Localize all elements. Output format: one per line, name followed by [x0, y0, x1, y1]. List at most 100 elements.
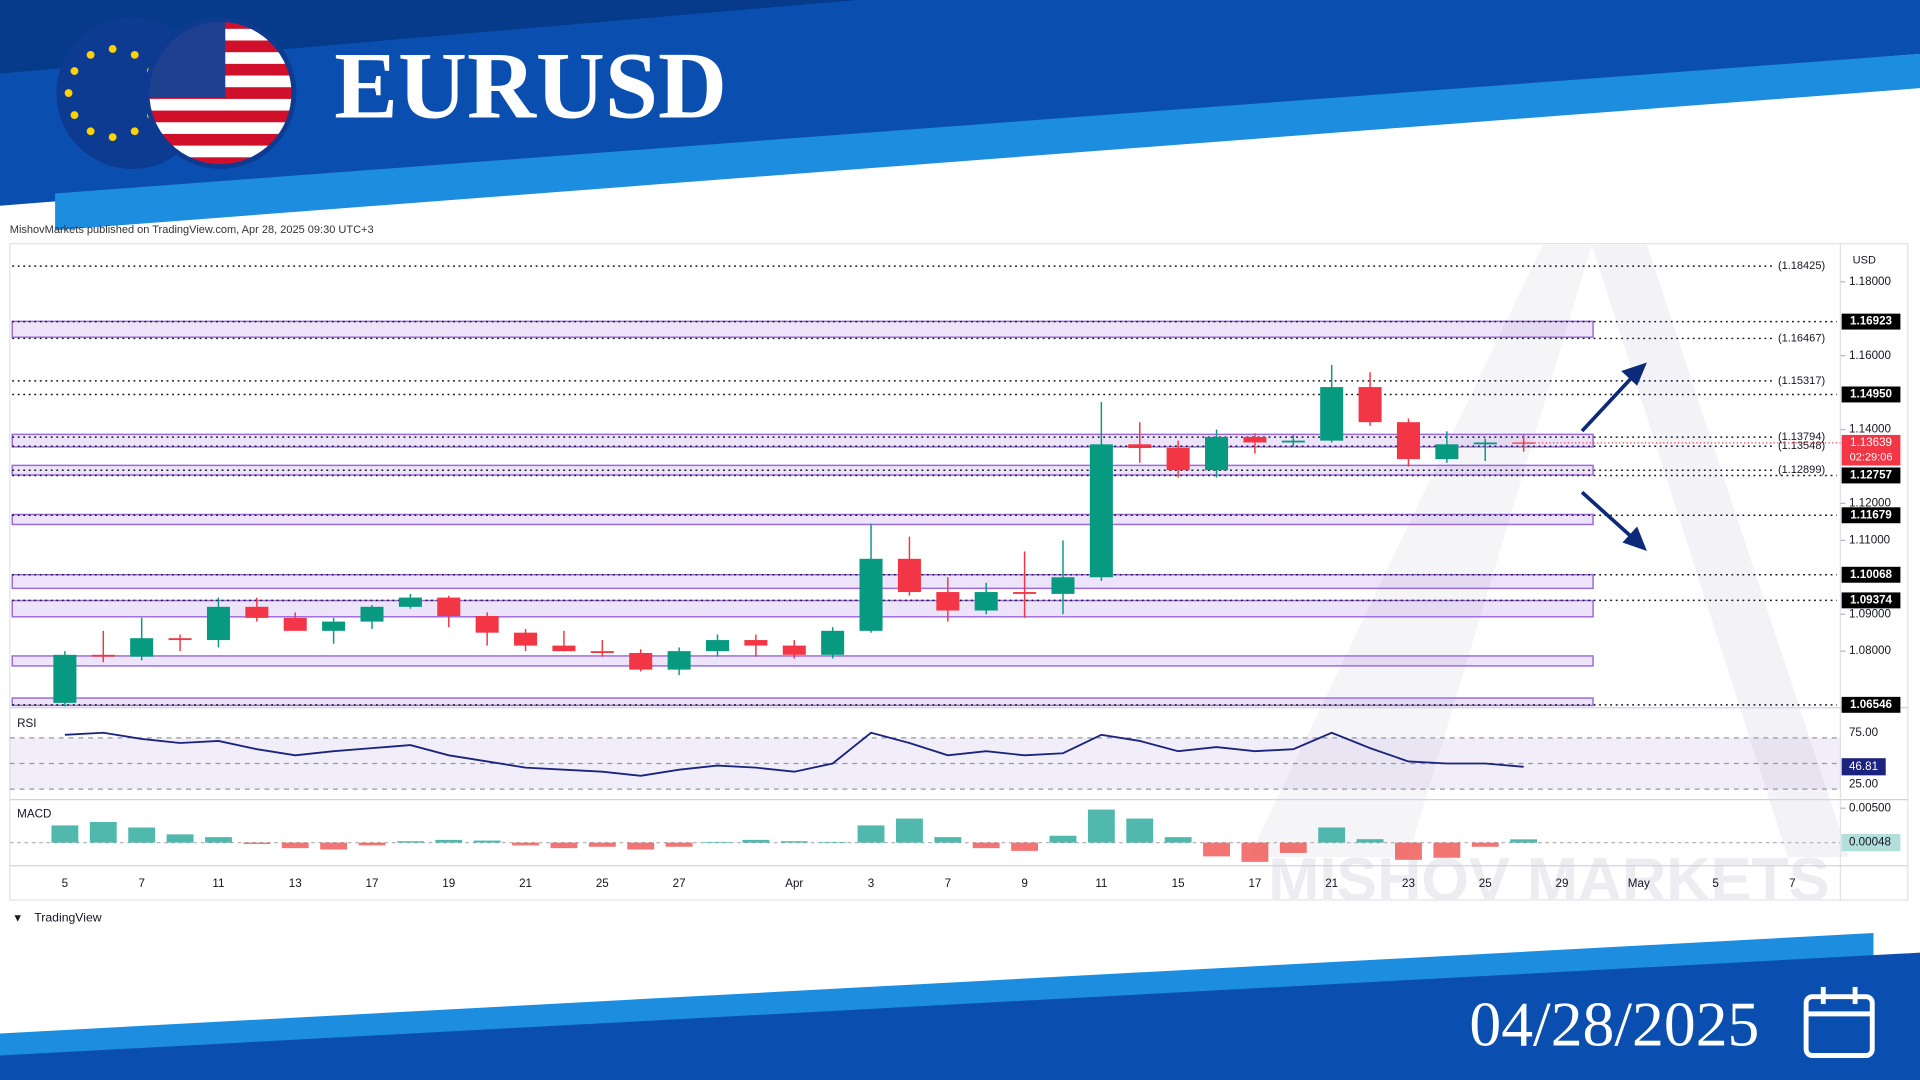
macd-bar: [895, 818, 923, 843]
eu-star: [108, 133, 117, 142]
candle-body: [1435, 444, 1459, 460]
candle-body: [782, 645, 806, 655]
candle-body: [1473, 442, 1497, 445]
y-tick-label: 1.11000: [1849, 533, 1891, 546]
candle-body: [475, 616, 499, 633]
x-tick-label: 5: [62, 877, 68, 890]
level-label-box: [1841, 313, 1901, 330]
arrow-up: [1580, 362, 1647, 433]
level-label-box: [1841, 467, 1901, 484]
candle-body: [283, 617, 307, 631]
x-tick-label: 25: [596, 877, 609, 890]
macd-bar: [1471, 842, 1499, 847]
candle-body: [1396, 422, 1420, 460]
zone: [11, 573, 1594, 590]
candle-body: [245, 606, 269, 618]
top-banner: [0, 0, 1920, 206]
last-price-label: 1.13639: [1850, 436, 1892, 449]
macd-bar: [1049, 835, 1077, 843]
macd-bar: [1318, 827, 1346, 843]
candle-body: [859, 558, 883, 631]
macd-bar: [243, 842, 271, 845]
macd-bar: [819, 841, 847, 843]
candle-body: [437, 597, 461, 617]
macd-bar: [166, 834, 194, 843]
x-tick-label: 21: [1325, 877, 1338, 890]
x-tick-label: 23: [1402, 877, 1415, 890]
candle-body: [1243, 436, 1267, 443]
eu-star: [130, 127, 139, 136]
x-tick-label: 11: [212, 877, 224, 890]
arrow-line: [1580, 375, 1634, 433]
level-label: 1.16923: [1850, 315, 1893, 328]
us-stripe: [146, 110, 294, 123]
level-label: (1.15317): [1778, 375, 1825, 387]
x-tick-label: 29: [1556, 877, 1569, 890]
y-tick-label: 75.00: [1849, 726, 1879, 739]
level-label-box: [1841, 592, 1901, 609]
macd-bar: [704, 841, 731, 843]
level-label: 1.12757: [1850, 469, 1892, 482]
y-tick-label: 1.09000: [1849, 607, 1892, 620]
candle-body: [1051, 577, 1075, 594]
calendar-body: [1803, 994, 1875, 1058]
watermark: MISHOV MARKETS: [1268, 845, 1829, 913]
level-label: (1.18425): [1778, 260, 1825, 272]
x-tick-label: 19: [442, 877, 455, 890]
candle-body: [552, 645, 576, 652]
x-tick-label: 7: [945, 877, 951, 890]
eu-star: [130, 50, 139, 59]
x-tick-label: 15: [1172, 877, 1185, 890]
macd-bar: [1203, 842, 1230, 857]
macd-value-box: [1841, 834, 1901, 852]
macd-bar: [1510, 839, 1538, 843]
us-stripe: [146, 157, 294, 167]
eu-star: [86, 127, 95, 136]
calendar-icon: [1803, 986, 1875, 1058]
macd-bar: [1433, 842, 1461, 858]
level-label: 1.14950: [1850, 388, 1892, 401]
level-label: 1.11679: [1850, 508, 1892, 521]
x-tick-label: 7: [138, 877, 144, 890]
x-tick-label: 9: [1021, 877, 1027, 890]
macd-bar: [1356, 839, 1384, 843]
tv-logo: TradingView: [34, 911, 101, 925]
candle-body: [1013, 592, 1037, 594]
macd-bar: [665, 842, 693, 847]
rsi-value-label: 46.81: [1849, 760, 1878, 773]
arrow-down: [1580, 490, 1647, 552]
us-flag-ring: [144, 17, 297, 169]
level-label: 1.09374: [1850, 593, 1893, 606]
macd-bar: [1087, 809, 1115, 843]
pane-title: MACD: [17, 807, 51, 820]
macd-bar: [358, 842, 386, 846]
candle-body: [1281, 440, 1305, 443]
watermark-shape: [1591, 244, 1849, 858]
candle-body: [974, 592, 998, 611]
x-tick-label: 13: [289, 877, 302, 890]
candle-body: [705, 640, 730, 652]
candle-body: [667, 651, 691, 670]
macd-bar: [934, 837, 962, 843]
candle-body: [53, 654, 77, 703]
level-label: (1.13794): [1778, 431, 1825, 443]
candle-body: [1205, 436, 1229, 471]
macd-bar: [1164, 837, 1192, 843]
y-tick-label: 1.18000: [1849, 275, 1892, 288]
candle-body: [936, 592, 960, 611]
macd-bar: [396, 841, 424, 843]
x-tick-label: 17: [366, 877, 379, 890]
level-label: 1.10068: [1850, 568, 1893, 581]
x-tick-label: 27: [673, 877, 686, 890]
y-tick-label: 1.08000: [1849, 644, 1892, 657]
macd-bar: [1395, 842, 1422, 860]
candle-body: [1089, 444, 1113, 578]
macd-bar: [550, 842, 578, 849]
level-label-box: [1841, 507, 1901, 524]
candle-body: [91, 654, 115, 657]
countdown: 02:29:06: [1850, 451, 1893, 463]
x-tick-label: 25: [1479, 877, 1492, 890]
eu-star: [108, 45, 117, 53]
zone: [11, 433, 1594, 448]
candle-body: [322, 621, 346, 631]
